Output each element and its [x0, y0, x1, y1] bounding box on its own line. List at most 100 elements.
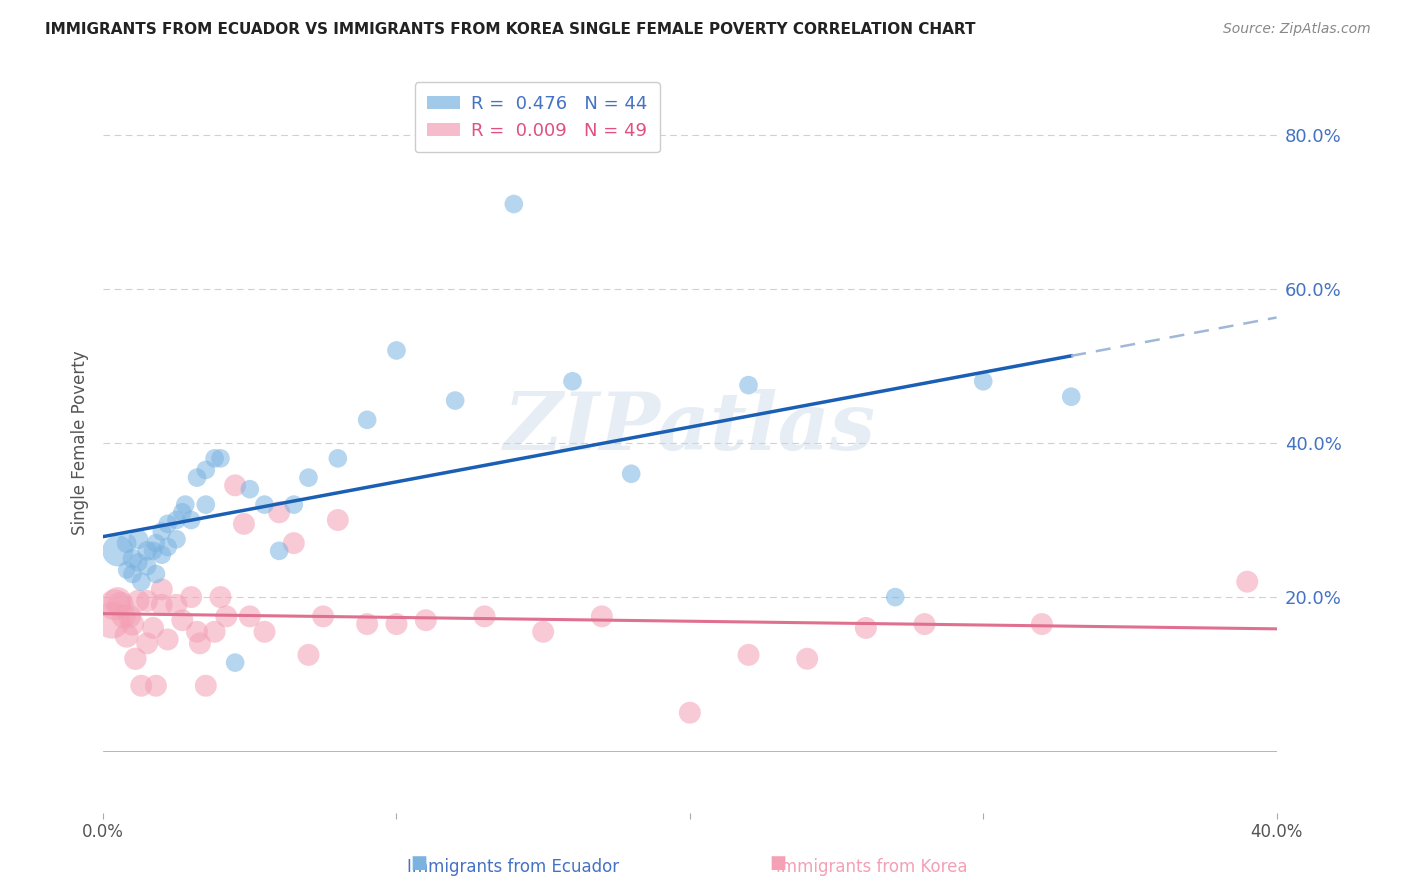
Point — [297, 470, 319, 484]
Point — [194, 463, 217, 477]
Point — [253, 498, 276, 512]
Point — [166, 598, 188, 612]
Point — [796, 652, 818, 666]
Point — [156, 632, 179, 647]
Text: IMMIGRANTS FROM ECUADOR VS IMMIGRANTS FROM KOREA SINGLE FEMALE POVERTY CORRELATI: IMMIGRANTS FROM ECUADOR VS IMMIGRANTS FR… — [45, 22, 976, 37]
Point — [121, 617, 143, 632]
Point — [118, 609, 141, 624]
Point — [737, 378, 759, 392]
Point — [107, 594, 129, 608]
Point — [591, 609, 613, 624]
Point — [204, 451, 226, 466]
Text: Immigrants from Korea: Immigrants from Korea — [776, 858, 967, 876]
Point — [239, 482, 262, 496]
Text: Immigrants from Ecuador: Immigrants from Ecuador — [408, 858, 619, 876]
Text: ZIPatlas: ZIPatlas — [503, 390, 876, 467]
Point — [150, 548, 173, 562]
Point — [121, 551, 143, 566]
Point — [150, 598, 173, 612]
Point — [129, 574, 152, 589]
Point — [186, 470, 208, 484]
Point — [180, 590, 202, 604]
Point — [679, 706, 702, 720]
Point — [415, 613, 437, 627]
Point — [136, 636, 159, 650]
Point — [172, 505, 194, 519]
Point — [156, 540, 179, 554]
Point — [474, 609, 496, 624]
Point — [283, 498, 305, 512]
Point — [356, 413, 378, 427]
Y-axis label: Single Female Poverty: Single Female Poverty — [72, 351, 89, 535]
Point — [127, 556, 149, 570]
Point — [107, 544, 129, 558]
Point — [101, 613, 124, 627]
Legend: R =  0.476   N = 44, R =  0.009   N = 49: R = 0.476 N = 44, R = 0.009 N = 49 — [415, 82, 659, 153]
Point — [194, 679, 217, 693]
Point — [215, 609, 238, 624]
Text: Source: ZipAtlas.com: Source: ZipAtlas.com — [1223, 22, 1371, 37]
Point — [172, 613, 194, 627]
Point — [312, 609, 335, 624]
Point — [502, 197, 524, 211]
Point — [121, 566, 143, 581]
Point — [855, 621, 877, 635]
Point — [620, 467, 643, 481]
Point — [297, 648, 319, 662]
Point — [150, 582, 173, 597]
Point — [156, 516, 179, 531]
Point — [142, 621, 165, 635]
Point — [180, 513, 202, 527]
Point — [204, 624, 226, 639]
Point — [209, 451, 232, 466]
Point — [356, 617, 378, 632]
Point — [136, 544, 159, 558]
Point — [166, 513, 188, 527]
Point — [444, 393, 467, 408]
Point — [561, 374, 583, 388]
Point — [269, 505, 291, 519]
Point — [209, 590, 232, 604]
Point — [531, 624, 554, 639]
Point — [326, 513, 349, 527]
Point — [224, 478, 246, 492]
Point — [1060, 390, 1083, 404]
Point — [145, 679, 167, 693]
Point — [1236, 574, 1258, 589]
Text: ■: ■ — [769, 855, 786, 872]
Point — [136, 594, 159, 608]
Point — [115, 629, 138, 643]
Point — [124, 652, 146, 666]
Point — [127, 594, 149, 608]
Point — [112, 609, 135, 624]
Point — [188, 636, 211, 650]
Point — [283, 536, 305, 550]
Point — [115, 536, 138, 550]
Point — [145, 566, 167, 581]
Point — [253, 624, 276, 639]
Point — [914, 617, 936, 632]
Point — [115, 563, 138, 577]
Point — [145, 536, 167, 550]
Point — [110, 598, 132, 612]
Point — [142, 544, 165, 558]
Point — [884, 590, 907, 604]
Point — [1031, 617, 1053, 632]
Point — [136, 559, 159, 574]
Point — [269, 544, 291, 558]
Point — [233, 516, 256, 531]
Point — [737, 648, 759, 662]
Point — [127, 533, 149, 547]
Text: ■: ■ — [411, 855, 427, 872]
Point — [104, 598, 127, 612]
Point — [174, 498, 197, 512]
Point — [972, 374, 994, 388]
Point — [129, 679, 152, 693]
Point — [326, 451, 349, 466]
Point — [194, 498, 217, 512]
Point — [224, 656, 246, 670]
Point — [150, 524, 173, 539]
Point — [385, 617, 408, 632]
Point — [166, 533, 188, 547]
Point — [239, 609, 262, 624]
